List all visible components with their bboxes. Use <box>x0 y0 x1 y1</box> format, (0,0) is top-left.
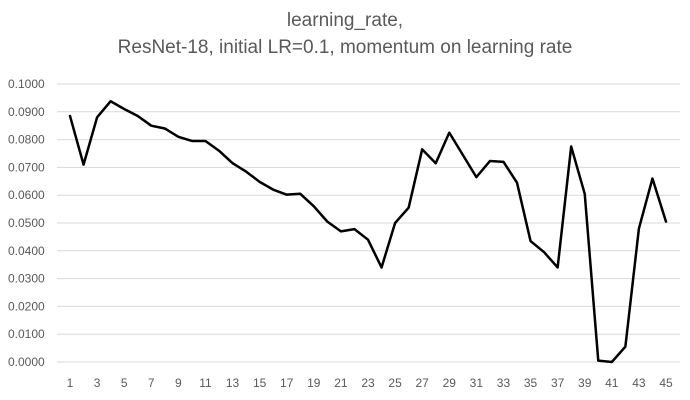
x-tick-label: 25 <box>388 376 402 390</box>
x-axis-tick-labels: 1 3 5 7 9 11 13 15 17 19 21 23 25 27 29 31 33 35 37 39 41 43 4… <box>67 376 673 390</box>
y-tick-label: 0.0100 <box>8 327 45 341</box>
x-tick-label: 17 <box>280 376 294 390</box>
x-tick-label: 3 <box>94 376 101 390</box>
y-tick-label: 0.0700 <box>8 160 45 174</box>
y-tick-label: 0.0800 <box>8 133 45 147</box>
y-axis-tick-labels: 0.0000 0.0100 0.0200 0.0300 0.0400 0.0500 0.06… <box>8 77 45 369</box>
x-tick-label: 39 <box>578 376 592 390</box>
x-tick-label: 45 <box>659 376 673 390</box>
y-tick-label: 0.0400 <box>8 244 45 258</box>
x-tick-label: 27 <box>416 376 430 390</box>
series-line <box>68 99 668 364</box>
chart-title-line-2: ResNet-18, initial LR=0.1, momentum on l… <box>117 37 573 58</box>
y-tick-label: 0.0200 <box>8 299 45 313</box>
x-tick-label: 9 <box>175 376 182 390</box>
y-tick-label: 0.0500 <box>8 216 45 230</box>
y-tick-label: 0.0000 <box>8 355 45 369</box>
x-tick-label: 33 <box>497 376 511 390</box>
x-tick-label: 7 <box>148 376 155 390</box>
y-tick-label: 0.0600 <box>8 188 45 202</box>
x-tick-label: 13 <box>226 376 240 390</box>
x-tick-label: 41 <box>605 376 619 390</box>
series-layer <box>68 99 668 364</box>
x-tick-label: 5 <box>121 376 128 390</box>
y-tick-label: 0.1000 <box>8 77 45 91</box>
x-tick-label: 15 <box>253 376 267 390</box>
x-tick-label: 11 <box>199 376 212 390</box>
x-tick-label: 37 <box>551 376 565 390</box>
x-tick-label: 23 <box>361 376 375 390</box>
chart-title-line-1: learning_rate, <box>286 10 404 31</box>
x-tick-label: 21 <box>334 376 348 390</box>
x-tick-label: 1 <box>67 376 74 390</box>
y-tick-label: 0.0300 <box>8 272 45 286</box>
x-tick-label: 35 <box>524 376 538 390</box>
x-tick-label: 31 <box>470 376 484 390</box>
x-tick-label: 29 <box>443 376 457 390</box>
x-tick-label: 43 <box>632 376 646 390</box>
y-tick-label: 0.0900 <box>8 105 45 119</box>
x-tick-label: 19 <box>307 376 321 390</box>
